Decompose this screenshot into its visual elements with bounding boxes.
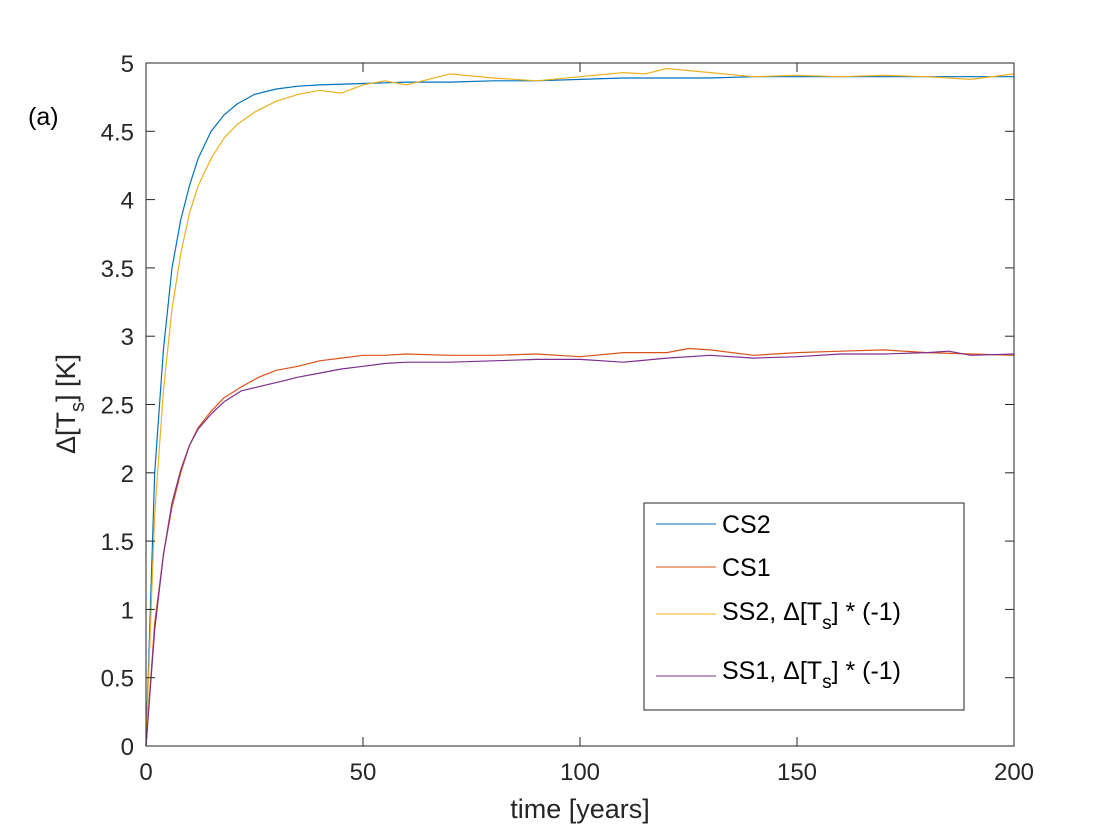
- series-line-ss1: [145, 350, 1015, 747]
- y-tick-label: 1: [121, 597, 134, 624]
- legend-label-ss1-subscript: s: [822, 672, 832, 693]
- y-tick-label: 0: [121, 734, 134, 761]
- legend-entry-cs1: CS1: [656, 554, 771, 582]
- series-line-ss2: [145, 67, 1015, 747]
- legend-label-ss1: SS1, Δ[Ts] * (-1): [722, 657, 901, 693]
- x-tick-label: 200: [994, 759, 1034, 786]
- y-tick-label: 2.5: [101, 393, 134, 420]
- panel-label: (a): [28, 103, 59, 131]
- y-axis-label-subscript: s: [67, 402, 89, 412]
- y-tick-label: 3: [121, 324, 134, 351]
- x-tick-label: 150: [777, 759, 817, 786]
- legend-label-ss2: SS2, Δ[Ts] * (-1): [722, 598, 901, 634]
- y-tick-label: 3.5: [101, 256, 134, 283]
- legend-label-cs2: CS2: [722, 511, 771, 539]
- y-tick-label: 4.5: [101, 119, 134, 146]
- ticks-layer: 0 50 100 150 200 0 0.5 1 1.5 2 2.5 3 3.5 4 4.5 5: [101, 51, 1034, 786]
- y-tick-label: 2: [121, 461, 134, 488]
- x-axis-label: time [years]: [510, 794, 650, 824]
- x-tick-label: 100: [560, 759, 600, 786]
- y-tick-label: 0.5: [101, 666, 134, 693]
- y-axis-label: Δ[Ts] [K]: [51, 354, 89, 454]
- y-tick-label: 4: [121, 188, 134, 215]
- series-line-cs2: [145, 76, 1014, 747]
- series-layer: [145, 67, 1015, 747]
- legend-entry-ss1: SS1, Δ[Ts] * (-1): [656, 657, 901, 693]
- y-tick-label: 1.5: [101, 529, 134, 556]
- legend-label-ss2-subscript: s: [822, 613, 832, 634]
- x-tick-label: 50: [350, 759, 377, 786]
- x-tick-label: 0: [139, 759, 152, 786]
- legend: CS2 CS1 SS2, Δ[Ts] * (-1) SS1, Δ[Ts] * (…: [643, 502, 965, 711]
- legend-entry-ss2: SS2, Δ[Ts] * (-1): [656, 598, 901, 634]
- legend-label-cs1: CS1: [722, 554, 771, 582]
- y-tick-label: 5: [121, 51, 134, 78]
- legend-entry-cs2: CS2: [656, 511, 771, 539]
